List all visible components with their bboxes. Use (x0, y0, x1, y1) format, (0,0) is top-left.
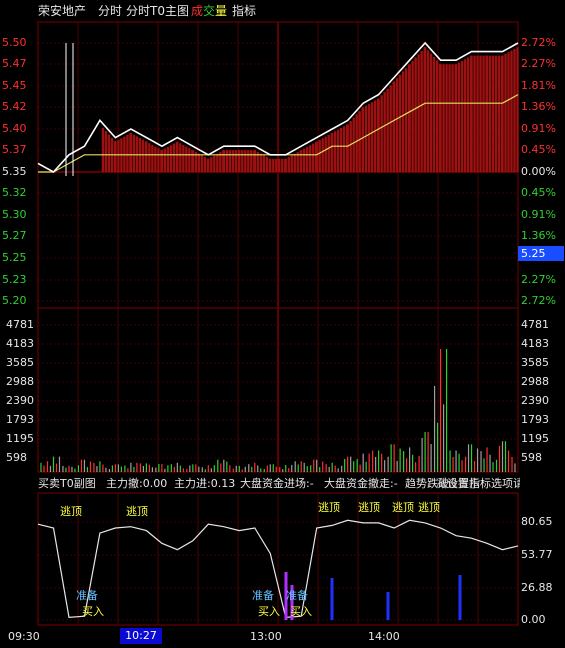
prepare-signal: 准备 (286, 589, 308, 602)
price-axis-label: 5.32 (2, 186, 27, 199)
pct-axis-label: 2.72% (521, 36, 556, 49)
tab-t0-main[interactable]: 分时T0主图 (126, 4, 189, 18)
sub-axis-label: 0.00 (521, 613, 546, 626)
sub-axis-label: 53.77 (521, 548, 553, 561)
overlap-text: 减仓提示 (436, 477, 480, 490)
volume-axis-label: 4183 (6, 337, 34, 350)
sub-title[interactable]: 买卖T0副图 (38, 477, 96, 490)
pct-axis-label: 0.91% (521, 208, 556, 221)
time-open: 09:30 (8, 630, 40, 643)
buy-signal: 买入 (258, 605, 280, 618)
main-withdraw-value: 主力撤:0.00 (106, 477, 168, 490)
price-axis-label: 5.23 (2, 273, 27, 286)
price-axis-label: 5.30 (2, 208, 27, 221)
prepare-signal: 准备 (76, 589, 98, 602)
time-afternoon: 14:00 (368, 630, 400, 643)
escape-top-signal: 逃顶 (418, 501, 440, 514)
escape-top-signal: 逃顶 (318, 501, 340, 514)
escape-top-signal: 逃顶 (126, 505, 148, 518)
volume-axis-label: 1195 (6, 432, 34, 445)
volume-axis-label-right: 3585 (521, 356, 549, 369)
current-price-tag: 5.25 (518, 246, 564, 261)
pct-axis-label: 0.45% (521, 143, 556, 156)
chart-grid (37, 21, 519, 626)
volume-axis-label-right: 2390 (521, 394, 549, 407)
volume-axis-label-right: 4183 (521, 337, 549, 350)
pct-axis-label: 0.91% (521, 122, 556, 135)
volume-axis-label: 598 (6, 451, 27, 464)
tail-text: 设置指标选项请 (447, 477, 520, 490)
volume-axis-label-right: 1195 (521, 432, 549, 445)
intraday-price-line (37, 41, 519, 174)
pct-axis-label: 1.36% (521, 229, 556, 242)
trend-label: 趋势跌破 (405, 477, 449, 490)
escape-top-signal: 逃顶 (60, 505, 82, 518)
volume-axis-label: 3585 (6, 356, 34, 369)
escape-top-signal: 逃顶 (358, 501, 380, 514)
volume-bars (40, 349, 516, 472)
price-axis-label: 5.47 (2, 57, 27, 70)
buy-signal: 买入 (290, 605, 312, 618)
sub-indicator-header: 买卖T0副图 主力撤:0.00 主力进:0.13 大盘资金进场:- 大盘资金撤走… (0, 476, 520, 492)
pct-axis-label: 0.00% (521, 165, 556, 178)
time-noon: 13:00 (250, 630, 282, 643)
legend-liang: 量 (215, 4, 228, 18)
pct-axis-label: 2.72% (521, 294, 556, 307)
pct-axis-label: 0.45% (521, 186, 556, 199)
prepare-signal: 准备 (252, 589, 274, 602)
volume-axis-label-right: 598 (521, 451, 542, 464)
price-axis-label: 5.42 (2, 100, 27, 113)
price-axis-label: 5.45 (2, 79, 27, 92)
tab-intraday[interactable]: 分时 (98, 4, 123, 18)
stock-name[interactable]: 荣安地产 (38, 4, 87, 18)
main-enter-value: 主力进:0.13 (174, 477, 236, 490)
sub-axis-label: 80.65 (521, 515, 553, 528)
volume-axis-label: 2988 (6, 375, 34, 388)
intraday-price-lines (37, 41, 519, 176)
volume-axis-label: 2390 (6, 394, 34, 407)
price-axis-label: 5.40 (2, 122, 27, 135)
price-axis-label: 5.25 (2, 251, 27, 264)
sub-indicator-line (37, 519, 519, 619)
buy-signal: 买入 (82, 605, 104, 618)
pct-axis-label: 1.36% (521, 100, 556, 113)
pct-axis-label: 2.27% (521, 57, 556, 70)
tab-indicator[interactable]: 指标 (232, 4, 257, 18)
volume-axis-label-right: 1793 (521, 413, 549, 426)
time-cursor[interactable]: 10:27 (120, 628, 162, 644)
legend-cheng: 成 (191, 4, 204, 18)
price-axis-label: 5.20 (2, 294, 27, 307)
market-out-value: 大盘资金撤走:- (324, 477, 398, 490)
volume-axis-label-right: 2988 (521, 375, 549, 388)
volume-axis-label: 1793 (6, 413, 34, 426)
volume-axis-label-right: 4781 (521, 318, 549, 331)
chart-header: 荣安地产 分时 分时T0主图 成 交 量 指标 (0, 0, 565, 22)
market-in-value: 大盘资金进场:- (240, 477, 314, 490)
escape-top-signal: 逃顶 (392, 501, 414, 514)
volume-axis-label: 4781 (6, 318, 34, 331)
sub-axis-label: 26.88 (521, 581, 553, 594)
sub-indicator-lines (37, 519, 519, 620)
pct-axis-label: 1.81% (521, 79, 556, 92)
volume-fill-area (101, 47, 519, 172)
price-axis-label: 5.50 (2, 36, 27, 49)
pct-axis-label: 2.27% (521, 273, 556, 286)
price-axis-label: 5.35 (2, 165, 27, 178)
price-axis-label: 5.37 (2, 143, 27, 156)
price-axis-label: 5.27 (2, 229, 27, 242)
legend-jiao: 交 (203, 4, 216, 18)
